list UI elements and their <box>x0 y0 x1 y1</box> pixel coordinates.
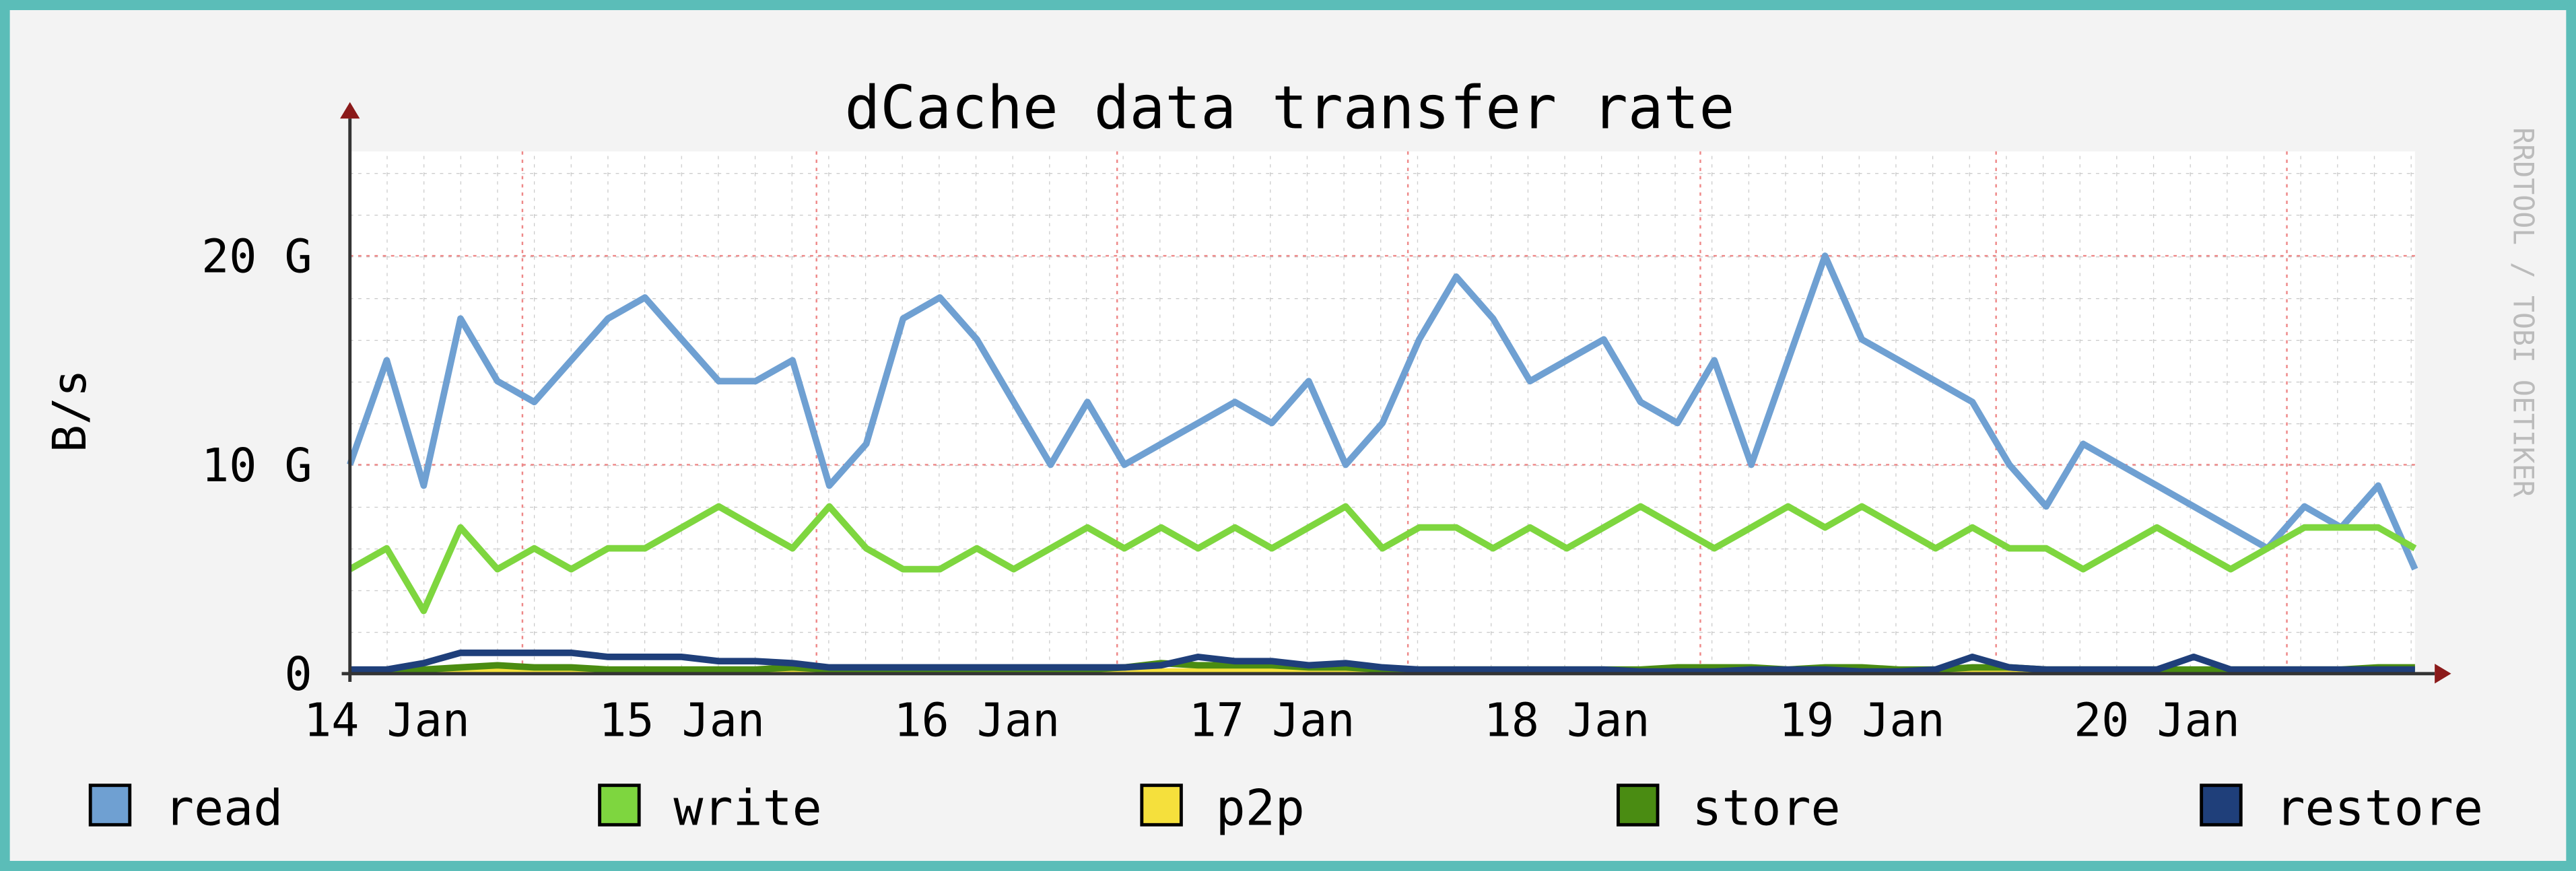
day-lines <box>521 151 2288 674</box>
x-tick-label: 17 Jan <box>1189 695 1355 748</box>
legend-swatch <box>88 783 132 827</box>
legend-swatch <box>1617 783 1660 827</box>
x-tick-label: 16 Jan <box>893 695 1060 748</box>
legend-swatch <box>2200 783 2243 827</box>
x-tick-label: 14 Jan <box>304 695 470 748</box>
y-tick-label: 0 <box>284 648 312 701</box>
y-tick-label: 20 G <box>201 230 312 283</box>
legend-swatch <box>598 783 641 827</box>
legend-label: p2p <box>1216 779 1305 837</box>
series-line <box>349 649 2415 675</box>
minor-grid <box>349 151 2415 674</box>
x-tick-label: 19 Jan <box>1779 695 1945 748</box>
legend-swatch <box>1140 783 1183 827</box>
y-axis-label: B/s <box>44 370 97 452</box>
legend-label: read <box>164 779 283 837</box>
chart-title: dCache data transfer rate <box>844 73 1734 143</box>
legend-label: restore <box>2275 779 2482 837</box>
y-tick-label: 10 G <box>201 440 312 493</box>
x-tick-label: 18 Jan <box>1484 695 1650 748</box>
legend-label: write <box>673 779 821 837</box>
x-tick-label: 20 Jan <box>2074 695 2240 748</box>
x-tick-label: 15 Jan <box>599 695 765 748</box>
watermark: RRDTOOL / TOBI OETIKER <box>2507 127 2540 497</box>
series-line <box>347 252 2418 571</box>
axis-arrow <box>2435 664 2451 684</box>
axis-arrow <box>340 102 360 119</box>
legend-label: store <box>1692 779 1840 837</box>
series-line <box>348 503 2417 615</box>
